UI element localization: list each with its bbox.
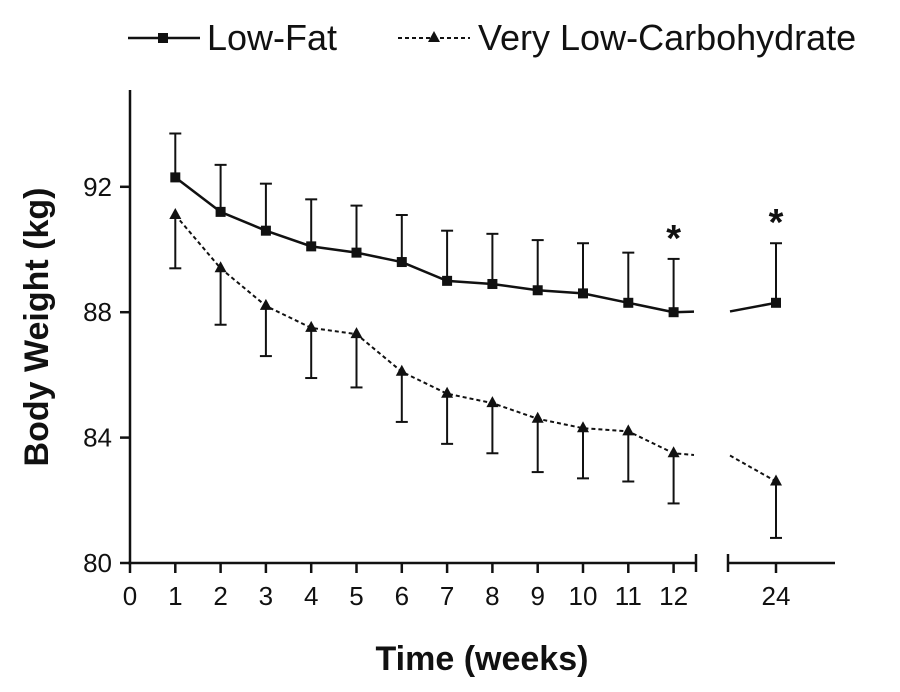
data-point-square <box>487 278 498 289</box>
legend-item-low-fat: Low-Fat <box>128 17 337 58</box>
data-point-triangle <box>622 424 635 436</box>
x-tick-label: 6 <box>395 581 409 611</box>
y-tick-label: 84 <box>83 423 112 453</box>
x-tick-label: 10 <box>569 581 598 611</box>
x-axis-title: Time (weeks) <box>376 640 589 678</box>
data-point-square <box>170 172 181 183</box>
series-very-low-carb <box>169 208 782 539</box>
data-point-triangle <box>667 446 680 458</box>
legend-triangle-marker <box>428 31 440 42</box>
data-point-square <box>351 247 362 258</box>
legend-square-marker <box>158 33 168 43</box>
data-point-triangle <box>395 364 408 376</box>
x-tick-label: 1 <box>168 581 182 611</box>
x-tick-label: 24 <box>762 581 791 611</box>
data-point-triangle <box>169 208 182 220</box>
y-tick-label: 92 <box>83 172 112 202</box>
x-tick-label: 4 <box>304 581 318 611</box>
legend-label-low-fat: Low-Fat <box>207 17 337 58</box>
series-low-fat <box>169 132 782 318</box>
data-point-triangle <box>305 320 318 332</box>
series-line-after-break <box>729 301 777 313</box>
y-ticks: 80 84 88 92 <box>83 172 130 578</box>
x-tick-label: 8 <box>485 581 499 611</box>
x-tick-label: 11 <box>615 581 642 611</box>
data-point-triangle <box>350 327 363 339</box>
annotations: * * <box>666 202 783 260</box>
data-point-triangle <box>770 474 782 486</box>
series-layer <box>169 132 782 539</box>
data-point-triangle <box>577 421 589 433</box>
data-point-square <box>396 257 407 268</box>
data-point-square <box>532 285 543 296</box>
legend-label-very-low-carb: Very Low-Carbohydrate <box>478 17 856 58</box>
x-tick-label: 0 <box>123 581 137 611</box>
data-point-square <box>668 307 679 318</box>
y-tick-label: 88 <box>83 297 112 327</box>
series-line <box>174 214 695 456</box>
data-point-square <box>260 225 271 236</box>
x-tick-label: 5 <box>349 581 363 611</box>
x-tick-label: 12 <box>659 581 688 611</box>
data-point-square <box>306 241 317 252</box>
x-tick-label: 2 <box>213 581 227 611</box>
data-point-square <box>215 206 226 217</box>
legend-item-very-low-carb: Very Low-Carbohydrate <box>398 17 856 58</box>
series-line-after-break <box>729 454 777 483</box>
data-point-triangle <box>214 261 227 273</box>
data-point-triangle <box>259 298 272 310</box>
data-point-square <box>578 288 588 299</box>
data-point-square <box>623 297 634 308</box>
data-point-triangle <box>486 396 499 408</box>
y-axis-title: Body Weight (kg) <box>18 188 56 467</box>
x-tick-label: 7 <box>440 581 454 611</box>
x-tick-label: 3 <box>259 581 273 611</box>
y-tick-label: 80 <box>83 548 112 578</box>
series-line <box>174 176 695 314</box>
significance-asterisk: * <box>666 218 681 260</box>
data-point-square <box>771 297 781 308</box>
significance-asterisk: * <box>769 202 784 244</box>
data-point-square <box>442 275 453 286</box>
x-tick-label: 9 <box>530 581 544 611</box>
data-point-triangle <box>531 411 544 423</box>
data-point-triangle <box>441 386 454 398</box>
x-ticks: 0 1 2 3 4 5 6 7 8 9 10 11 12 24 <box>123 563 791 611</box>
legend: Low-Fat Very Low-Carbohydrate <box>128 17 856 58</box>
